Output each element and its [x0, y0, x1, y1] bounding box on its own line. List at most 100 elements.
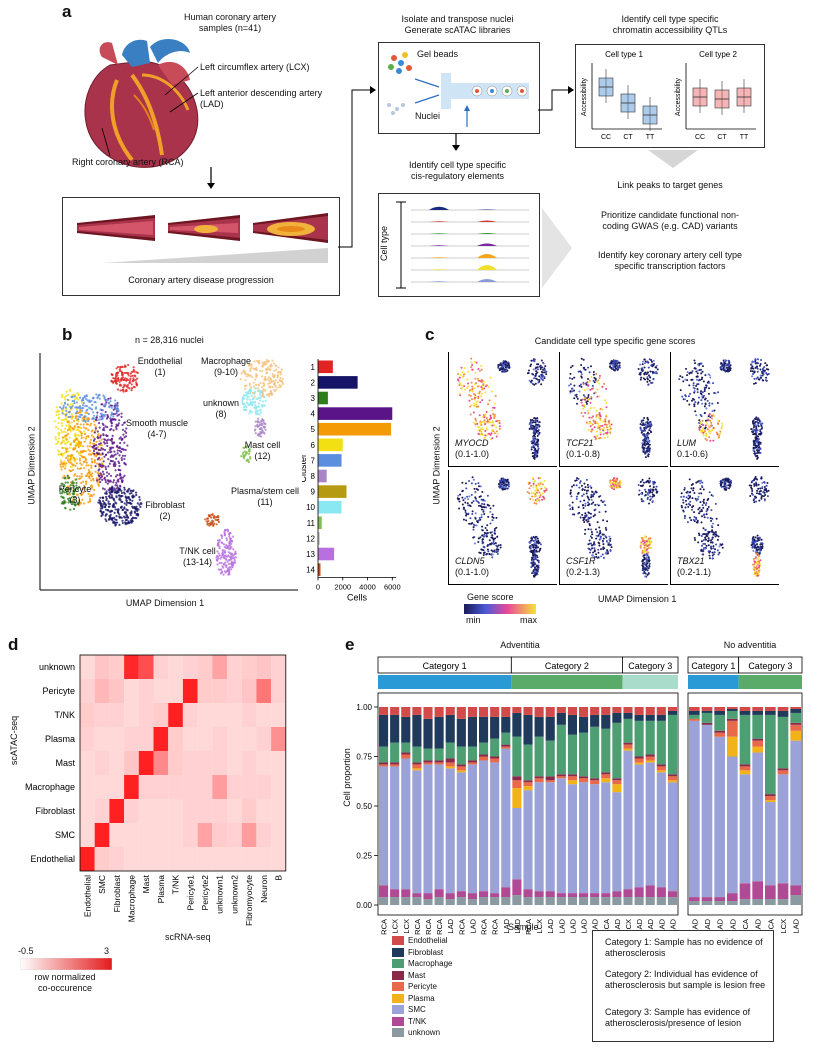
qtl-title: Identify cell type specific chromatin ac… — [612, 14, 728, 35]
umap-point — [227, 554, 230, 557]
gene-score-point — [757, 421, 760, 424]
gene-score-point — [652, 486, 655, 489]
gene-score-point — [481, 542, 484, 545]
gene-score-point — [498, 485, 501, 488]
gene-score-point — [483, 503, 486, 506]
gene-score-point — [647, 425, 650, 428]
gene-score-point — [580, 412, 583, 415]
umap-point — [75, 484, 78, 487]
gene-score-point — [571, 506, 574, 509]
umap-point — [104, 403, 107, 406]
gene-score-point — [752, 428, 755, 431]
gene-score-point — [528, 481, 531, 484]
umap-point — [115, 495, 118, 498]
gene-score-point — [690, 378, 693, 381]
umap-point — [271, 385, 274, 388]
umap-point — [71, 482, 74, 485]
gene-score-point — [580, 363, 583, 366]
gene-score-point — [713, 391, 716, 394]
gene-score-point — [710, 539, 713, 542]
gene-score-point — [583, 521, 586, 524]
gene-score-point — [603, 436, 606, 439]
umap-point — [242, 370, 245, 373]
gene-score-point — [680, 492, 683, 495]
gene-score-point — [696, 372, 699, 375]
gene-score-point — [603, 500, 606, 503]
gene-score-point — [708, 413, 711, 416]
gene-score-point — [531, 543, 534, 546]
gene-score-point — [756, 452, 759, 455]
umap-point — [136, 377, 139, 380]
gene-score-point — [706, 428, 709, 431]
umap-point — [220, 536, 224, 540]
gene-score-point — [485, 417, 488, 420]
gene-score-point — [645, 565, 648, 568]
gene-score-point — [712, 545, 715, 548]
umap-point — [60, 422, 63, 425]
gene-score-point — [533, 572, 536, 575]
gene-score-point — [536, 423, 539, 426]
umap-point — [138, 496, 141, 499]
gene-score-point — [471, 387, 474, 390]
umap-point — [133, 516, 136, 520]
gene-score-point — [586, 377, 589, 380]
umap-point — [262, 382, 265, 385]
umap-point — [277, 386, 280, 389]
gene-score-point — [544, 365, 547, 368]
gene-score-point — [690, 519, 693, 522]
gene-score-point — [481, 415, 484, 418]
gene-score-point — [492, 430, 495, 433]
gene-score-point — [584, 504, 587, 507]
umap-point — [135, 493, 138, 497]
umap-point — [68, 389, 71, 392]
gene-score-point — [540, 359, 543, 362]
gene-score-point — [498, 427, 501, 430]
gene-score-point — [584, 528, 587, 531]
umap-point — [65, 456, 68, 460]
gene-score-point — [641, 360, 644, 363]
gene-score-point — [481, 506, 484, 509]
umap-point — [240, 455, 243, 458]
gene-score-point — [535, 370, 538, 373]
umap-point — [66, 474, 69, 478]
umap-point — [249, 455, 252, 459]
umap-point — [89, 407, 92, 410]
gene-score-point — [484, 422, 487, 425]
gene-score-point — [648, 537, 651, 540]
gene-score-point — [471, 390, 474, 393]
cluster-bar — [318, 376, 358, 389]
gene-score-point — [640, 543, 643, 546]
gene-score-point — [609, 431, 612, 434]
umap-point — [74, 393, 77, 396]
gene-score-point — [587, 412, 590, 415]
umap-point — [96, 452, 100, 456]
gene-score-point — [597, 416, 600, 419]
gene-score-point — [598, 511, 601, 514]
gene-score-point — [490, 542, 493, 545]
umap-point — [118, 498, 121, 501]
gene-score-point — [705, 533, 708, 536]
gene-score-point — [468, 394, 471, 397]
gene-score-point — [700, 508, 703, 511]
umap-point — [216, 519, 219, 522]
gene-score-point — [593, 556, 596, 559]
gene-score-point — [598, 542, 601, 545]
gene-score-point — [707, 387, 710, 390]
gene-score-point — [685, 491, 688, 494]
gene-score-point — [723, 481, 726, 484]
gene-score-point — [482, 545, 485, 548]
gene-score-point — [477, 537, 480, 540]
gene-score-point — [470, 522, 473, 525]
gene-score-point — [724, 363, 727, 366]
gene-score-point — [528, 423, 531, 426]
gene-score-point — [715, 517, 718, 520]
gene-score-point — [582, 407, 585, 410]
gene-score-point — [611, 478, 614, 481]
gene-score-point — [590, 536, 593, 539]
umap-point — [116, 486, 119, 489]
gene-score-point — [616, 362, 619, 365]
gene-score-point — [471, 512, 474, 515]
step-prioritize: Prioritize candidate functional non- cod… — [600, 210, 740, 231]
gene-score-point — [479, 433, 482, 436]
umap-point — [65, 390, 68, 393]
